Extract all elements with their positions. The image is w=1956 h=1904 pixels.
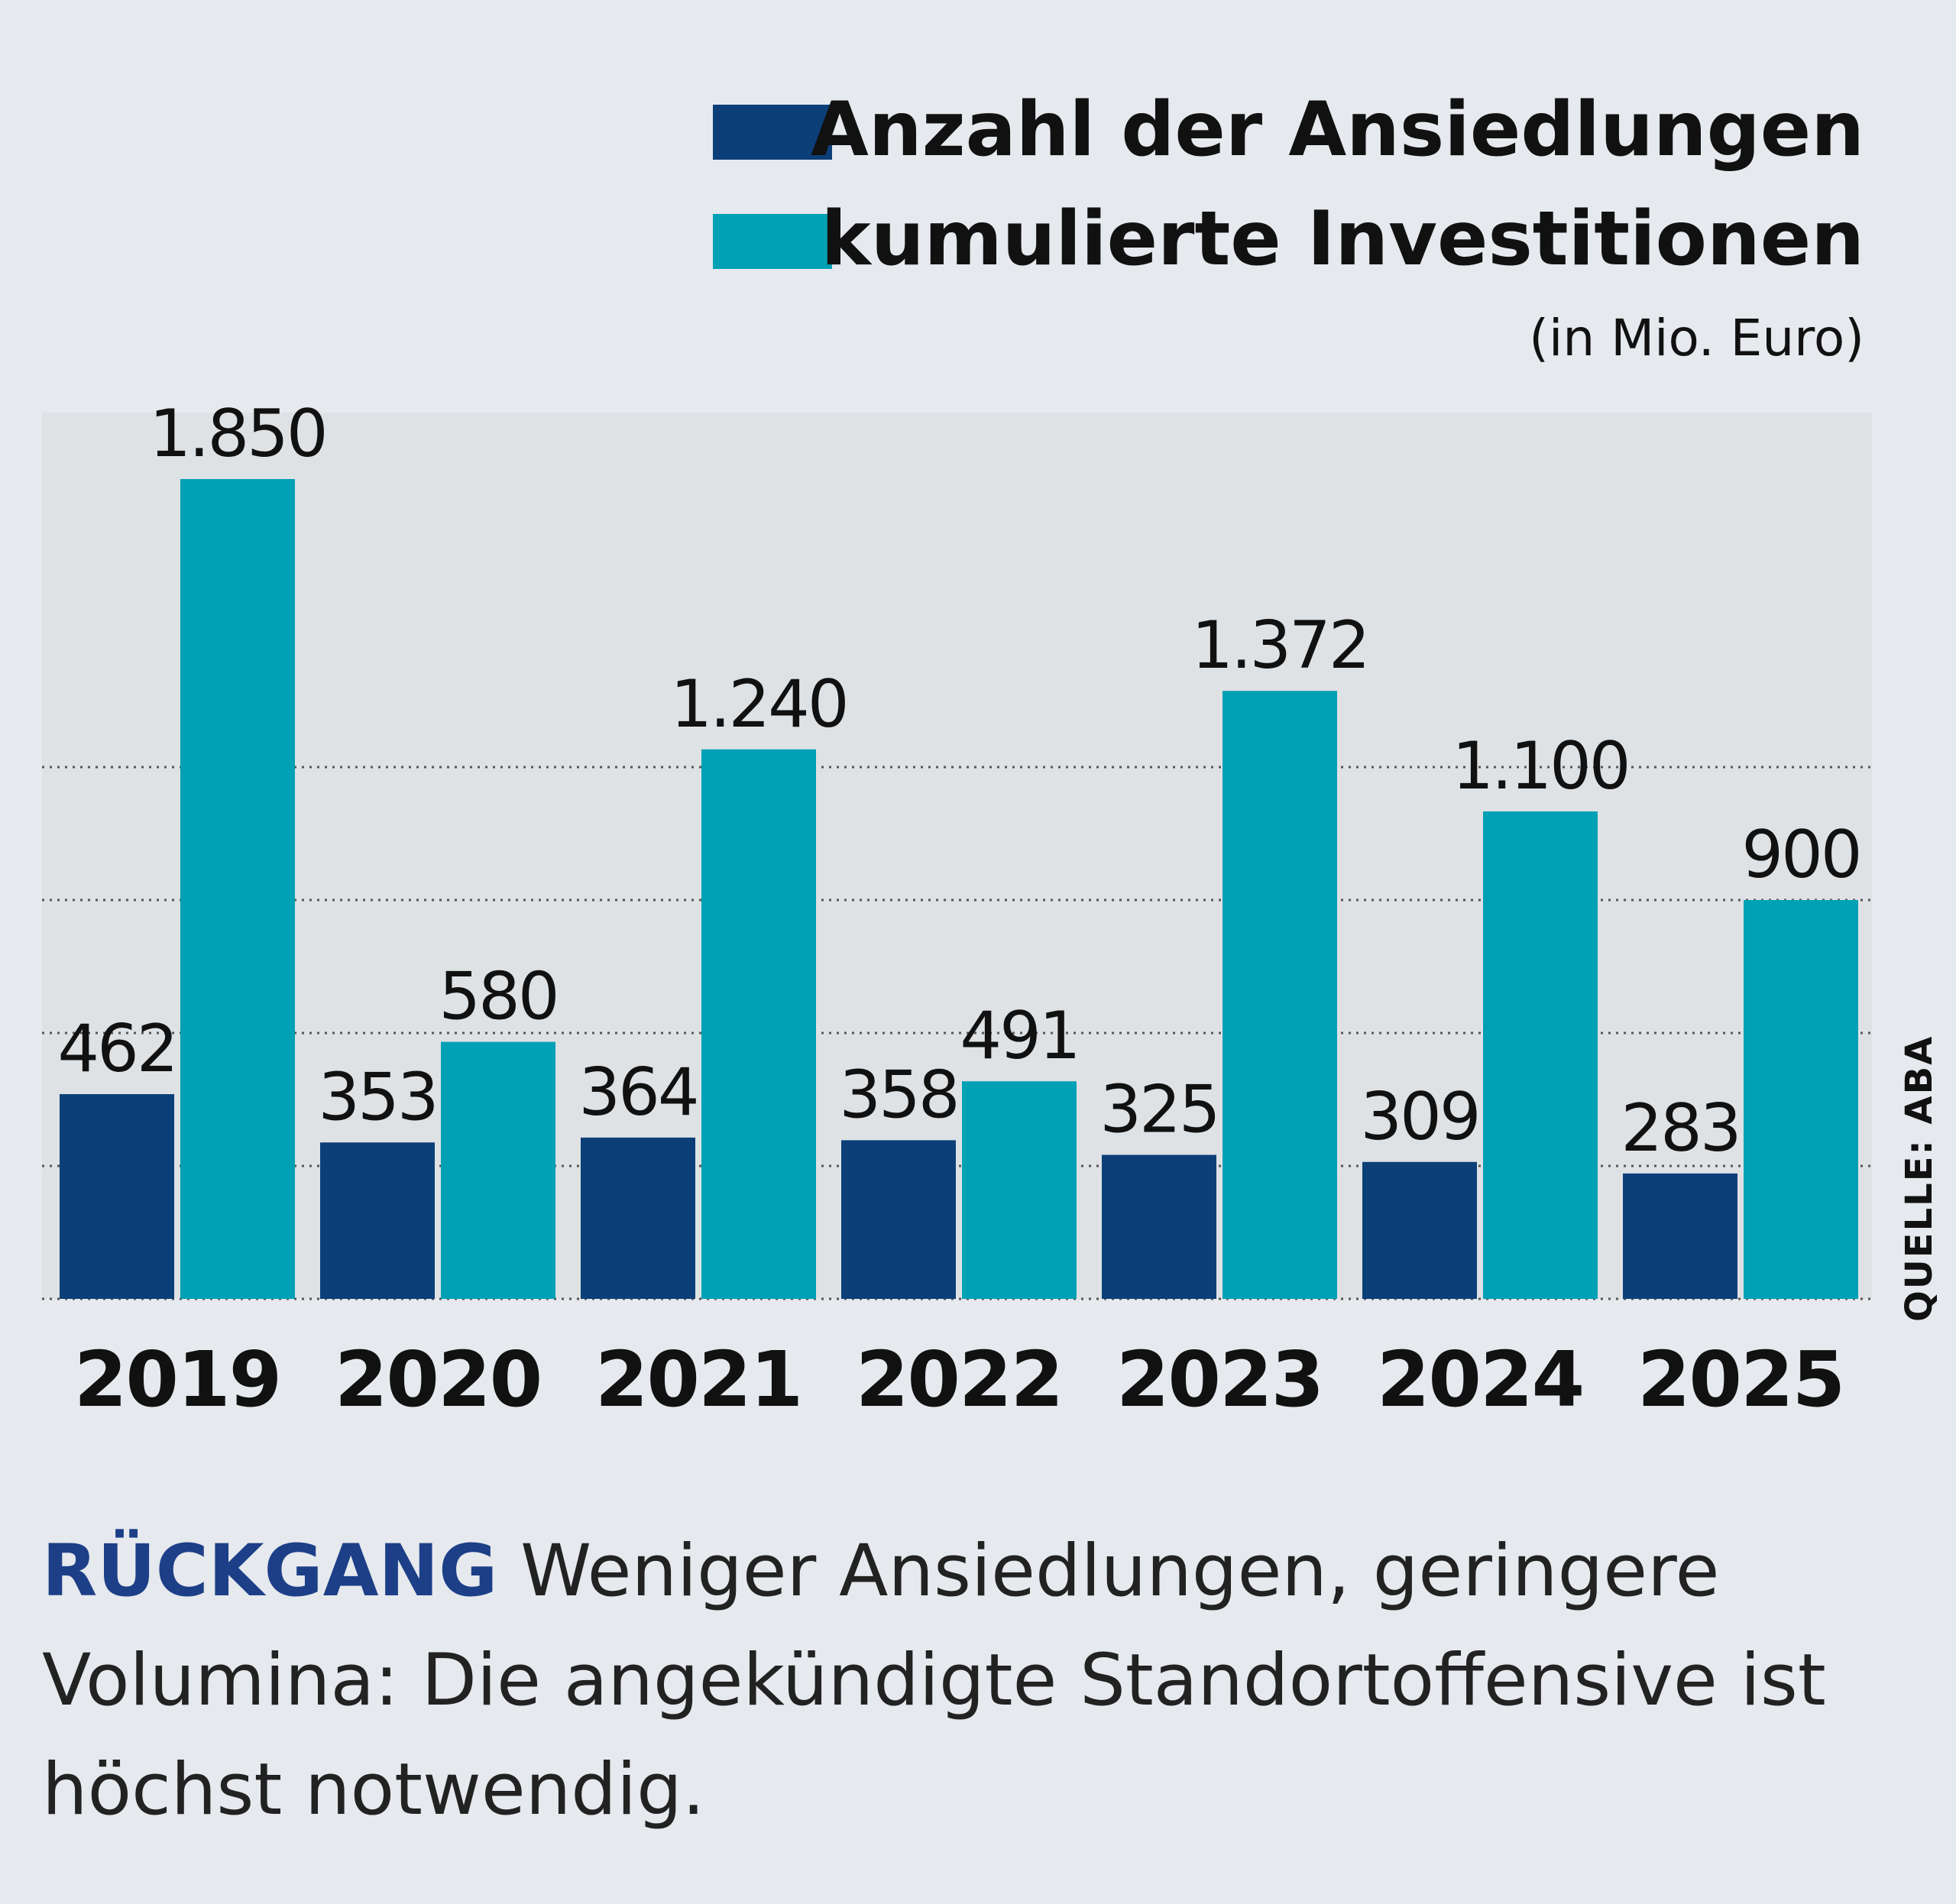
value-label-investitionen-2021: 1.240 <box>670 666 847 743</box>
legend-label-investitionen: kumulierte Investitionen <box>821 196 1864 283</box>
x-tick-label-2025: 2025 <box>1637 1335 1844 1424</box>
bar-investitionen-2023 <box>1222 691 1337 1299</box>
caption-text: Weniger Ansiedlungen, geringere Volumina… <box>42 1530 1826 1831</box>
x-tick-label-2021: 2021 <box>595 1335 802 1424</box>
x-tick-label-2024: 2024 <box>1377 1335 1583 1424</box>
value-label-ansiedlungen-2022: 358 <box>839 1057 957 1133</box>
x-tick-label-2023: 2023 <box>1116 1335 1323 1424</box>
bar-investitionen-2025 <box>1744 900 1858 1299</box>
bar-investitionen-2020 <box>441 1041 555 1299</box>
value-label-ansiedlungen-2021: 364 <box>578 1054 697 1131</box>
legend-swatch-investitionen <box>713 214 832 269</box>
legend-label-ansiedlungen: Anzahl der Ansiedlungen <box>811 86 1864 173</box>
value-label-ansiedlungen-2023: 325 <box>1099 1072 1218 1148</box>
x-axis-labels: 2019 2020 2021 2022 2023 2024 2025 <box>74 1335 1845 1424</box>
value-label-investitionen-2022: 491 <box>960 998 1078 1074</box>
source-label: QUELLE: ABA <box>1898 1035 1941 1322</box>
bar-ansiedlungen-2022 <box>841 1140 956 1299</box>
caption-kicker: RÜCKGANG <box>42 1530 498 1613</box>
x-tick-label-2022: 2022 <box>856 1335 1062 1424</box>
bar-ansiedlungen-2021 <box>581 1137 695 1299</box>
value-label-ansiedlungen-2020: 353 <box>318 1059 436 1135</box>
value-label-investitionen-2025: 900 <box>1741 817 1860 893</box>
bar-investitionen-2024 <box>1483 811 1598 1299</box>
value-label-ansiedlungen-2025: 283 <box>1621 1090 1739 1167</box>
caption: RÜCKGANG Weniger Ansiedlungen, geringere… <box>42 1517 1914 1844</box>
value-label-investitionen-2019: 1.850 <box>149 396 325 472</box>
bars <box>60 479 1858 1299</box>
bar-investitionen-2022 <box>962 1081 1077 1299</box>
bar-investitionen-2021 <box>701 749 816 1299</box>
legend-swatch-ansiedlungen <box>713 105 832 160</box>
bar-ansiedlungen-2025 <box>1623 1173 1737 1299</box>
value-label-investitionen-2023: 1.372 <box>1191 607 1368 684</box>
value-label-investitionen-2024: 1.100 <box>1452 728 1628 805</box>
unit-note: (in Mio. Euro) <box>1529 309 1864 368</box>
bar-ansiedlungen-2020 <box>320 1142 435 1299</box>
x-tick-label-2020: 2020 <box>335 1335 541 1424</box>
value-label-investitionen-2020: 580 <box>439 959 557 1035</box>
bar-ansiedlungen-2023 <box>1102 1154 1216 1299</box>
value-label-ansiedlungen-2024: 309 <box>1360 1079 1478 1155</box>
value-label-ansiedlungen-2019: 462 <box>57 1011 176 1087</box>
legend: Anzahl der Ansiedlungen kumulierte Inves… <box>713 86 1864 368</box>
x-tick-label-2019: 2019 <box>74 1335 280 1424</box>
bar-ansiedlungen-2024 <box>1362 1161 1477 1299</box>
bar-investitionen-2019 <box>180 479 295 1299</box>
bar-ansiedlungen-2019 <box>60 1094 174 1299</box>
